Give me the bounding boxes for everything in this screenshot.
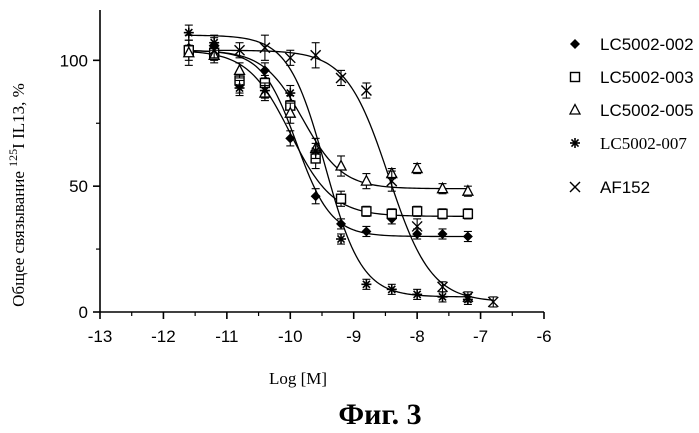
data-point-af152 <box>487 296 499 308</box>
data-point-lc5002-003 <box>411 206 423 217</box>
data-point-lc5002-003 <box>361 206 372 217</box>
x-tick-label: -13 <box>88 327 113 346</box>
y-tick-label: 100 <box>60 51 88 70</box>
data-point-lc5002-005 <box>411 161 424 174</box>
data-point-lc5002-007 <box>310 145 321 156</box>
data-point-lc5002-002 <box>437 228 448 239</box>
x-tick-label: -12 <box>151 327 176 346</box>
data-point-af152 <box>462 291 474 303</box>
legend-item: LC5002-002 <box>570 35 694 54</box>
legend-item: LC5002-005 <box>568 101 694 120</box>
data-point-lc5002-005 <box>334 159 348 171</box>
y-axis-title-superscript: 125 <box>6 149 20 167</box>
data-point-lc5002-005 <box>461 184 474 196</box>
legend-item: LC5002-007 <box>570 134 687 153</box>
axes: -13 -12 -11 -10 -9 -8 -7 -6 0 50 100 <box>60 10 552 346</box>
data-point-af152 <box>411 220 423 232</box>
data-point-af152 <box>310 49 322 61</box>
x-tick-label: -8 <box>410 327 425 346</box>
data-points <box>182 24 499 308</box>
legend-label: LC5002-005 <box>600 101 694 120</box>
fit-curve-lc5002-005 <box>188 50 468 190</box>
data-point-lc5002-007 <box>234 83 245 94</box>
x-tick-label: -9 <box>346 327 361 346</box>
legend-marker <box>570 39 580 49</box>
data-point-lc5002-005 <box>284 106 297 118</box>
data-point-lc5002-002 <box>361 226 372 237</box>
data-point-af152 <box>335 72 347 84</box>
data-point-af152 <box>259 42 271 54</box>
x-tick-label: -6 <box>536 327 551 346</box>
legend-marker <box>568 103 582 115</box>
data-point-lc5002-003 <box>462 208 474 220</box>
legend-item: AF152 <box>569 178 650 197</box>
x-tick-label: -10 <box>278 327 303 346</box>
data-point-lc5002-007 <box>285 88 296 99</box>
data-point-lc5002-003 <box>386 208 397 220</box>
legend-marker <box>570 138 580 148</box>
y-ticks: 0 50 100 <box>60 51 100 322</box>
fit-curve-lc5002-003 <box>188 50 468 217</box>
legend-label: AF152 <box>600 178 650 197</box>
y-axis-title-part-1: Общее связывание <box>9 167 28 307</box>
data-point-af152 <box>234 44 246 56</box>
data-point-lc5002-007 <box>183 27 194 38</box>
y-tick-label: 50 <box>69 177 88 196</box>
x-tick-label: -7 <box>473 327 488 346</box>
data-point-lc5002-002 <box>285 133 296 144</box>
data-point-lc5002-005 <box>233 63 246 76</box>
data-point-af152 <box>360 85 372 97</box>
x-tick-label: -11 <box>215 327 238 346</box>
data-point-af152 <box>208 44 220 56</box>
data-point-lc5002-002 <box>259 65 270 76</box>
legend: LC5002-002 LC5002-003 LC5002-005 LC5002-007… <box>568 35 694 197</box>
data-point-lc5002-007 <box>412 289 423 300</box>
x-ticks: -13 -12 -11 -10 -9 -8 -7 -6 <box>88 312 552 346</box>
data-point-lc5002-005 <box>182 45 195 58</box>
data-point-lc5002-002 <box>462 231 473 242</box>
fit-curve-lc5002-007 <box>188 34 468 298</box>
y-tick-label: 0 <box>79 303 88 322</box>
data-point-lc5002-007 <box>386 284 397 295</box>
data-point-lc5002-003 <box>437 208 448 220</box>
fit-curve-af152 <box>214 49 494 301</box>
data-point-lc5002-007 <box>259 85 270 96</box>
legend-item: LC5002-003 <box>569 68 694 87</box>
legend-marker <box>569 71 581 83</box>
data-point-af152 <box>284 52 296 64</box>
legend-label: LC5002-007 <box>600 134 687 153</box>
figure-caption: Фиг. 3 <box>338 398 421 431</box>
data-point-lc5002-003 <box>335 193 347 204</box>
x-axis-title: Log [M] <box>269 369 327 388</box>
data-point-lc5002-005 <box>436 181 449 194</box>
legend-label: LC5002-002 <box>600 35 694 54</box>
y-axis-title: Общее связывание 125I IL13, % <box>6 83 28 307</box>
y-axis-title-part-2: I IL13, % <box>9 83 28 149</box>
data-point-lc5002-007 <box>437 291 448 302</box>
data-point-lc5002-007 <box>361 279 372 290</box>
legend-marker <box>569 181 581 193</box>
data-point-lc5002-002 <box>336 218 347 229</box>
data-point-af152 <box>386 175 398 187</box>
data-point-lc5002-005 <box>360 174 373 186</box>
data-point-af152 <box>437 281 449 293</box>
legend-label: LC5002-003 <box>600 68 694 87</box>
fit-curve-lc5002-002 <box>188 49 468 238</box>
data-point-lc5002-002 <box>310 191 321 202</box>
data-point-lc5002-007 <box>336 234 347 245</box>
